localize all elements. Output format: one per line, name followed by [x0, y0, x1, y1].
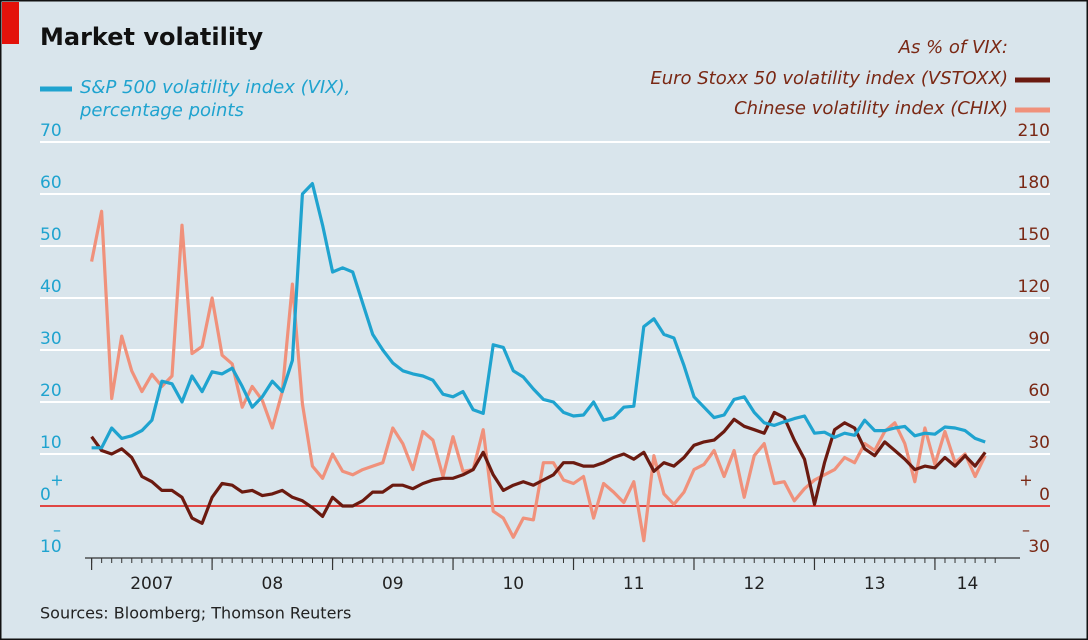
- red-tag: [2, 2, 19, 44]
- y2-tick-label: 180: [1018, 173, 1050, 193]
- x-tick-label: 11: [623, 574, 645, 594]
- y2-tick-label: 30: [1028, 537, 1050, 557]
- legend-label: S&P 500 volatility index (VIX), percenta…: [80, 77, 351, 121]
- y-tick-label: 50: [40, 225, 62, 245]
- y2-tick-label: 120: [1018, 277, 1050, 297]
- legend-label: Chinese volatility index (CHIX): [734, 98, 1008, 119]
- y-tick-label: 40: [40, 277, 62, 297]
- x-tick-label: 10: [502, 574, 524, 594]
- y-tick-label: 0: [40, 485, 51, 505]
- legend-box: Euro Stoxx 50 volatility index (VSTOXX): [650, 68, 1008, 89]
- series-line: [90, 410, 987, 525]
- plus-sign: +: [1019, 471, 1032, 490]
- series-line: [91, 182, 986, 450]
- minus-sign: –: [1022, 521, 1030, 540]
- x-tick-label: 12: [743, 574, 765, 594]
- y-tick-label: 10: [40, 433, 62, 453]
- x-tick-label: 08: [262, 574, 284, 594]
- y2-tick-label: 90: [1028, 329, 1050, 349]
- legend-box: S&P 500 volatility index (VIX), percenta…: [80, 77, 351, 121]
- x-tick-label: 14: [957, 574, 979, 594]
- y-tick-label: 30: [40, 329, 62, 349]
- y-tick-label: 20: [40, 381, 62, 401]
- y2-tick-label: 0: [1039, 485, 1050, 505]
- y2-tick-label: 60: [1028, 381, 1050, 401]
- series-line: [90, 209, 987, 543]
- x-tick-label: 09: [382, 574, 404, 594]
- legend-box: Chinese volatility index (CHIX): [734, 98, 1008, 119]
- y-tick-label: 70: [40, 121, 62, 141]
- y2-tick-label: 210: [1018, 121, 1050, 141]
- x-tick-label: 2007: [130, 574, 173, 594]
- x-tick-label: 13: [864, 574, 886, 594]
- chart-title: Market volatility: [40, 23, 264, 51]
- right-axis-title: As % of VIX:: [898, 37, 1008, 58]
- source: Sources: Bloomberg; Thomson Reuters: [40, 604, 351, 623]
- plus-sign: +: [50, 471, 63, 490]
- y2-tick-label: 30: [1028, 433, 1050, 453]
- y-tick-label: 10: [40, 537, 62, 557]
- legend-label: Euro Stoxx 50 volatility index (VSTOXX): [650, 68, 1008, 89]
- minus-sign: –: [53, 521, 61, 540]
- y-tick-label: 60: [40, 173, 62, 193]
- y2-tick-label: 150: [1018, 225, 1050, 245]
